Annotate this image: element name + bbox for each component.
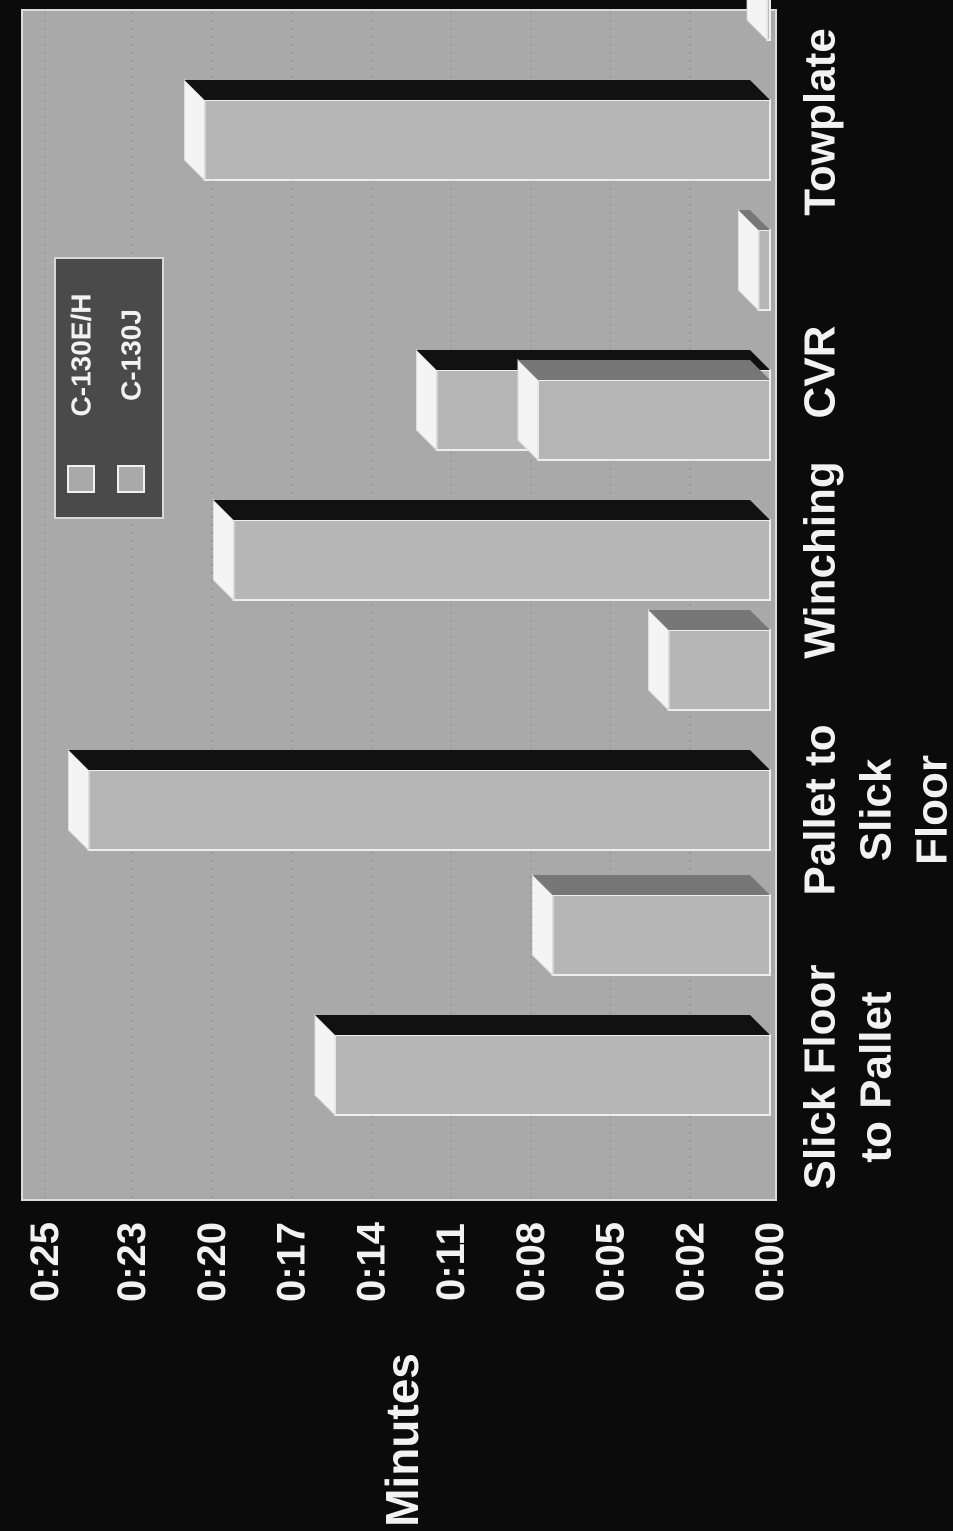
y-tick-label: 0:25 [23, 1222, 67, 1302]
plot-area [21, 9, 777, 1201]
bar [648, 608, 771, 712]
bar [68, 748, 771, 852]
y-tick-label: 0:00 [748, 1222, 792, 1302]
y-tick-label: 0:11 [429, 1223, 473, 1301]
bar-front [667, 629, 771, 711]
grid-lines [44, 12, 691, 1198]
bar [532, 873, 771, 977]
bar-side [518, 360, 770, 380]
bar [517, 358, 771, 462]
y-tick-label: 0:23 [110, 1222, 154, 1302]
bar [184, 78, 771, 182]
bar [737, 208, 772, 312]
bar [314, 1013, 771, 1117]
y-tick-label: 0:14 [349, 1221, 393, 1302]
y-tick-label: 0:02 [668, 1222, 712, 1302]
bar-top [746, 0, 768, 42]
bar [746, 0, 771, 42]
legend-label-c130j: C-130J [116, 309, 147, 401]
category-label: Floor [908, 755, 953, 865]
y-axis-label: Minutes [376, 1353, 428, 1527]
category-label: Slick [852, 758, 901, 861]
bar-side [184, 80, 770, 100]
bar [213, 498, 771, 602]
bar-side [648, 610, 770, 630]
bar-top [314, 1013, 336, 1117]
bar-front [757, 229, 772, 311]
legend-swatch-c130eh [67, 465, 95, 493]
bar-top [68, 748, 89, 852]
bar-side [315, 1015, 770, 1035]
y-tick-label: 0:05 [589, 1222, 633, 1302]
y-tick-label: 0:20 [190, 1222, 234, 1302]
y-axis-ticks: 0:00 0:02 0:05 0:08 0:11 0:14 0:17 0:20 0:23 0:25 [23, 1221, 792, 1302]
category-label: Slick Floor [796, 965, 845, 1190]
category-label: Winching [796, 461, 845, 659]
bar-front [203, 99, 771, 181]
bar-front [537, 379, 771, 461]
category-label: Pallet to [796, 724, 845, 895]
legend-swatch-c130j [117, 465, 145, 493]
bar-side [738, 210, 770, 230]
bar-side [213, 500, 770, 520]
y-tick-label: 0:08 [509, 1222, 553, 1302]
bar-front [766, 0, 771, 41]
category-label: CVR [796, 326, 845, 419]
bars [68, 0, 772, 1117]
bar-front [232, 519, 771, 601]
bar-side [532, 875, 770, 895]
bar-front [87, 769, 771, 851]
category-label: Towplate [796, 28, 845, 215]
bar-front [334, 1034, 771, 1116]
bar-front [551, 894, 771, 976]
y-tick-label: 0:17 [270, 1222, 314, 1302]
bar-side [68, 750, 770, 770]
legend-label-c130eh: C-130E/H [66, 294, 97, 417]
legend: C-130E/H C-130J [54, 257, 164, 519]
category-labels: Slick Floor to Pallet Pallet to Slick Floor W… [796, 28, 953, 1189]
category-label: to Pallet [852, 991, 901, 1162]
